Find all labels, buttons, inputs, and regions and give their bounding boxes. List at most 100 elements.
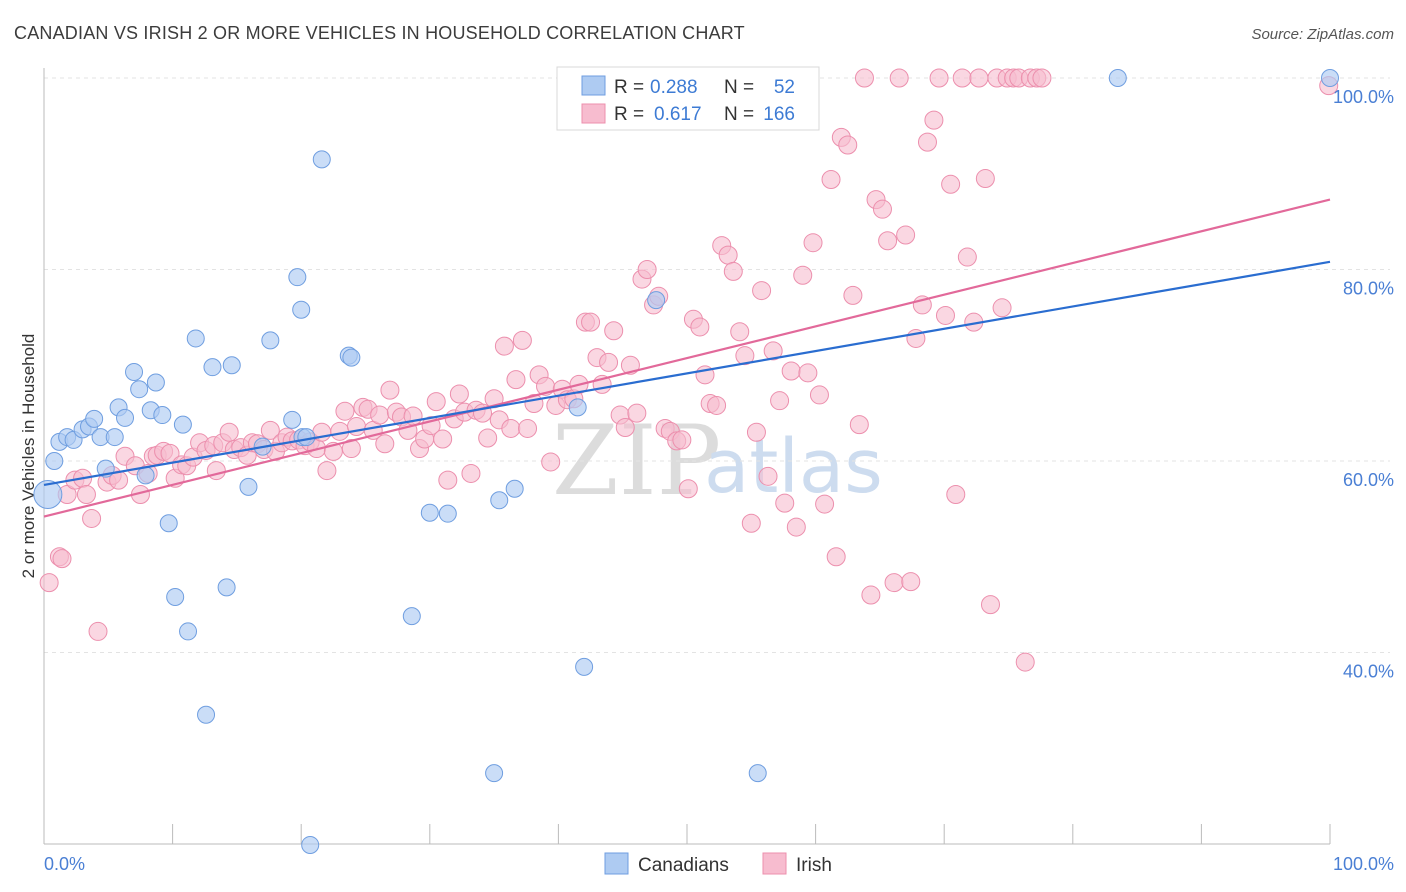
irish-point-57 [380,380,400,400]
gridlines [44,77,1390,653]
irish-point-117 [723,261,743,281]
legend-r-label-canadians: R = [614,77,644,98]
canadian-point-42 [438,504,457,523]
bottom-legend-swatch-irish [762,852,787,875]
stats-legend: R = 0.288 N = 52 R = 0.617 N = 166 [556,66,820,131]
irish-point-96 [604,321,624,341]
irish-point-29 [219,422,239,442]
irish-point-133 [815,494,835,514]
canadian-point-26 [217,578,236,597]
bottom-legend-label-canadians: Canadians [638,855,729,876]
irish-point-81 [518,418,538,438]
canadian-point-51 [1108,69,1127,87]
irish-point-161 [975,169,995,189]
irish-point-138 [843,285,863,305]
canadian-point-27 [222,356,241,375]
irish-point-151 [917,132,937,152]
y-tick-label-60: 60.0% [1343,470,1394,490]
canadian-point-13 [125,362,144,381]
irish-point-141 [861,585,881,605]
canadian-point-1 [45,452,64,470]
irish-point-46 [317,461,337,481]
legend-r-value-irish: 0.617 [654,104,702,125]
irish-point-154 [935,305,955,325]
irish-point-49 [335,401,355,421]
canadian-point-36 [301,835,320,854]
irish-point-137 [838,135,858,155]
irish-point-48 [330,421,350,441]
canadian-point-7 [85,409,104,428]
y-tick-label-100: 100.0% [1333,87,1394,107]
y-tick-labels: 40.0% 60.0% 80.0% 100.0% [1333,87,1394,682]
irish-point-124 [763,341,783,361]
canadian-point-41 [420,503,439,522]
chart-title: CANADIAN VS IRISH 2 OR MORE VEHICLES IN … [14,23,745,43]
canadian-point-19 [159,514,178,533]
canadian-point-37 [312,150,331,169]
irish-point-144 [878,231,898,251]
irish-points [39,68,1339,672]
canadian-point-47 [575,657,594,676]
irish-point-99 [620,355,640,375]
irish-point-145 [884,573,904,593]
canadian-point-21 [173,415,192,434]
legend-n-value-irish: 166 [763,104,795,125]
irish-point-140 [854,68,874,88]
canadian-point-22 [179,622,198,641]
irish-point-80 [512,330,532,350]
irish-point-69 [449,384,469,404]
canadian-point-24 [197,705,216,724]
y-tick-label-40: 40.0% [1343,662,1394,682]
y-axis-label: 2 or more Vehicles in Household [19,334,38,579]
irish-point-98 [615,417,635,437]
irish-point-162 [980,595,1000,615]
irish-point-123 [758,466,778,486]
canadian-point-45 [505,479,524,498]
canadian-trend-line [43,260,1331,487]
irish-point-79 [506,370,526,390]
chart-source: Source: ZipAtlas.com [1251,26,1394,43]
legend-r-label-irish: R = [614,104,644,125]
irish-point-7 [82,508,102,528]
bottom-legend-swatch-canadians [604,852,629,875]
canadian-point-12 [116,408,135,427]
canadian-point-23 [186,329,205,348]
irish-point-116 [718,245,738,265]
canadian-point-30 [261,331,280,350]
irish-point-109 [678,479,698,499]
series-legend: Canadians Irish [604,852,832,876]
irish-point-168 [1015,652,1035,672]
irish-point-77 [494,336,514,356]
irish-point-6 [76,485,96,505]
canadian-point-44 [490,491,509,510]
canadian-point-18 [153,406,172,425]
canadian-point-25 [203,358,222,377]
irish-trend-line [43,198,1331,518]
irish-point-125 [770,391,790,411]
trend-lines [43,198,1331,518]
canadian-point-40 [402,607,421,626]
irish-point-155 [941,174,961,194]
irish-point-74 [478,428,498,448]
irish-point-171 [1032,68,1052,88]
irish-point-118 [730,322,750,342]
irish-point-56 [375,434,395,454]
irish-point-127 [781,361,801,381]
irish-point-130 [798,363,818,383]
irish-point-36 [260,420,280,440]
canadian-point-10 [105,428,124,447]
irish-point-156 [946,485,966,505]
irish-point-147 [896,225,916,245]
irish-point-158 [957,247,977,267]
canadian-point-28 [239,477,258,496]
canadian-point-17 [146,373,165,392]
irish-point-152 [924,110,944,130]
irish-point-135 [826,547,846,567]
irish-point-67 [438,470,458,490]
irish-point-102 [637,260,657,279]
irish-point-132 [809,385,829,405]
irish-point-111 [690,317,710,337]
irish-point-131 [803,233,823,253]
irish-point-119 [735,346,755,366]
